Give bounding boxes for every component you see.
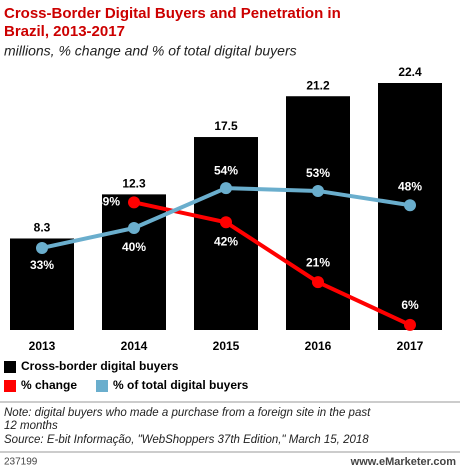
legend-swatch (4, 361, 16, 373)
marker (312, 276, 324, 289)
marker (128, 196, 140, 209)
bar (286, 96, 350, 330)
bar (194, 137, 258, 330)
chart-subtitle: millions, % change and % of total digita… (4, 43, 297, 59)
value-label: 21% (306, 255, 330, 269)
x-tick-label: 2017 (397, 339, 424, 353)
legend-swatch (4, 380, 16, 392)
note: Note: digital buyers who made a purchase… (4, 407, 371, 432)
value-label: 40% (122, 240, 146, 254)
footer-id: 237199 (4, 457, 38, 468)
chart-title: Cross-Border Digital Buyers and Penetrat… (4, 5, 341, 40)
marker (128, 222, 140, 234)
marker (220, 216, 232, 229)
value-label: 53% (306, 166, 330, 180)
value-label: 54% (214, 163, 238, 177)
legend-label: % of total digital buyers (113, 378, 249, 392)
bar-label: 21.2 (306, 78, 330, 92)
source: Source: E-bit Informação, "WebShoppers 3… (4, 434, 369, 446)
bar (102, 194, 166, 330)
x-tick-label: 2016 (305, 339, 332, 353)
footer-brand: www.eMarketer.com (350, 456, 457, 468)
marker (404, 318, 416, 331)
bar-label: 22.4 (398, 65, 422, 79)
marker (312, 184, 324, 197)
bar-label: 8.3 (34, 221, 51, 235)
legend-swatch (96, 380, 108, 392)
x-tick-label: 2014 (121, 339, 148, 353)
marker (404, 199, 416, 212)
marker (36, 241, 48, 254)
bar-label: 12.3 (122, 177, 146, 191)
bar-label: 17.5 (214, 119, 238, 133)
value-label: 33% (30, 258, 54, 272)
value-label: 6% (401, 298, 419, 312)
x-tick-label: 2013 (29, 339, 56, 353)
line (133, 200, 411, 327)
value-label: 42% (214, 234, 238, 248)
legend-label: Cross-border digital buyers (21, 359, 179, 373)
legend-label: % change (21, 378, 77, 392)
value-label: 48% (398, 179, 422, 193)
marker (220, 182, 232, 195)
x-tick-label: 2015 (213, 339, 240, 353)
value-label: 49% (96, 195, 120, 209)
